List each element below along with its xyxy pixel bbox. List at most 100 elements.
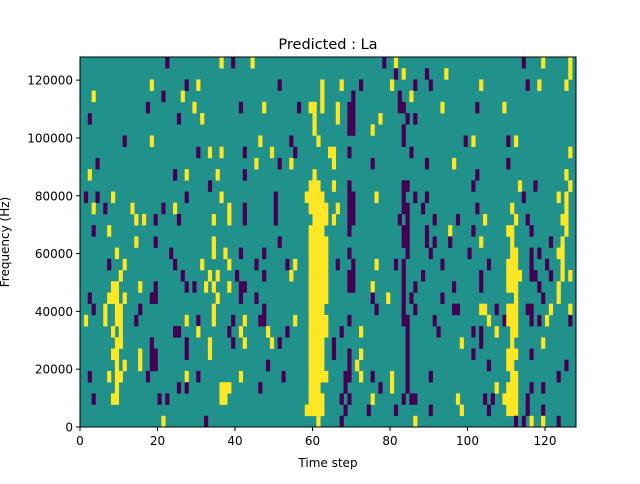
heatmap-cell-negative bbox=[529, 225, 534, 237]
heatmap-cell-negative bbox=[548, 270, 554, 282]
heatmap-cell-negative bbox=[424, 68, 430, 80]
heatmap-cell-positive bbox=[308, 382, 321, 394]
heatmap-cell-negative bbox=[401, 202, 410, 215]
heatmap-cell-positive bbox=[223, 247, 228, 260]
heatmap-cell-positive bbox=[130, 202, 135, 215]
heatmap-cell-positive bbox=[506, 382, 519, 394]
heatmap-cell-negative bbox=[471, 326, 476, 338]
heatmap-cell-negative bbox=[397, 90, 402, 103]
heatmap-cell-negative bbox=[347, 348, 352, 361]
heatmap-cell-negative bbox=[405, 213, 410, 226]
heatmap-cell-positive bbox=[510, 247, 519, 260]
heatmap-cell-positive bbox=[448, 225, 453, 237]
heatmap-cell-negative bbox=[258, 382, 263, 394]
heatmap-cell-positive bbox=[312, 113, 317, 125]
heatmap-cell-negative bbox=[405, 113, 410, 125]
heatmap-cell-positive bbox=[149, 135, 154, 147]
heatmap-cell-negative bbox=[486, 258, 492, 271]
heatmap-cell-positive bbox=[455, 393, 461, 405]
heatmap-cell-negative bbox=[452, 281, 457, 293]
heatmap-cell-negative bbox=[347, 281, 356, 293]
heatmap-cell-positive bbox=[211, 314, 216, 327]
heatmap-cell-positive bbox=[103, 314, 108, 327]
heatmap-cell-negative bbox=[347, 202, 356, 215]
heatmap-cell-positive bbox=[238, 370, 244, 383]
heatmap-cell-positive bbox=[479, 79, 484, 91]
heatmap-cell-positive bbox=[355, 359, 360, 372]
heatmap-cell-positive bbox=[331, 213, 337, 226]
heatmap-cell-positive bbox=[568, 270, 573, 282]
heatmap-cell-positive bbox=[142, 213, 147, 226]
heatmap-cell-positive bbox=[308, 314, 329, 327]
heatmap-cell-positive bbox=[293, 314, 298, 327]
heatmap-cell-negative bbox=[347, 213, 356, 226]
heatmap-cell-negative bbox=[405, 348, 410, 361]
heatmap-cell-negative bbox=[463, 135, 468, 147]
heatmap-cell-negative bbox=[95, 191, 100, 204]
heatmap-cell-positive bbox=[506, 314, 519, 327]
heatmap-cell-negative bbox=[165, 57, 170, 69]
heatmap-cell-negative bbox=[184, 79, 189, 91]
heatmap-cell-negative bbox=[273, 191, 278, 204]
heatmap-cell-negative bbox=[277, 236, 282, 248]
heatmap-cell-negative bbox=[153, 213, 158, 226]
heatmap-cell-negative bbox=[424, 225, 430, 237]
heatmap-cell-negative bbox=[339, 393, 344, 405]
heatmap-cell-positive bbox=[211, 236, 216, 248]
heatmap-cell-negative bbox=[87, 113, 92, 125]
heatmap-cell-positive bbox=[390, 79, 395, 91]
heatmap-cell-positive bbox=[211, 281, 216, 293]
heatmap-cell-negative bbox=[145, 101, 151, 114]
heatmap-cell-positive bbox=[107, 370, 112, 383]
heatmap-cell-negative bbox=[169, 247, 174, 260]
heatmap-cell-negative bbox=[95, 157, 100, 170]
heatmap-cell-negative bbox=[370, 292, 375, 304]
heatmap-cell-positive bbox=[479, 303, 488, 316]
heatmap-cell-positive bbox=[122, 359, 127, 372]
heatmap-cell-positive bbox=[560, 213, 569, 226]
x-tick-label: 60 bbox=[305, 434, 320, 448]
heatmap-cell-negative bbox=[238, 281, 247, 293]
heatmap-cell-positive bbox=[103, 303, 108, 316]
heatmap-cell-negative bbox=[401, 292, 406, 304]
heatmap-cell-negative bbox=[432, 236, 437, 248]
heatmap-cell-positive bbox=[564, 225, 569, 237]
heatmap-cell-positive bbox=[545, 314, 550, 327]
heatmap-cell-positive bbox=[196, 326, 201, 338]
heatmap-cell-negative bbox=[285, 258, 290, 271]
heatmap-cell-negative bbox=[525, 303, 534, 316]
heatmap-cell-negative bbox=[297, 101, 302, 114]
heatmap-cell-negative bbox=[262, 247, 267, 260]
x-tick-label: 120 bbox=[534, 434, 557, 448]
heatmap-cell-positive bbox=[254, 157, 259, 170]
heatmap-cell-negative bbox=[366, 404, 371, 417]
heatmap-cell-negative bbox=[545, 258, 550, 271]
heatmap-cell-negative bbox=[564, 359, 569, 372]
heatmap-cell-positive bbox=[401, 68, 406, 80]
heatmap-cell-positive bbox=[316, 415, 321, 428]
heatmap-cell-negative bbox=[176, 113, 182, 125]
heatmap-cell-positive bbox=[541, 415, 546, 428]
heatmap-cell-negative bbox=[440, 292, 445, 304]
heatmap-cell-negative bbox=[273, 202, 278, 215]
heatmap-cell-negative bbox=[184, 337, 189, 349]
heatmap-cell-positive bbox=[308, 101, 317, 114]
heatmap-cell-negative bbox=[506, 157, 511, 170]
heatmap-cell-negative bbox=[428, 79, 433, 91]
heatmap-cell-negative bbox=[529, 247, 534, 260]
heatmap-cell-negative bbox=[231, 57, 236, 69]
heatmap-cell-negative bbox=[331, 337, 337, 349]
heatmap-cell-negative bbox=[161, 202, 166, 215]
y-tick-label: 120000 bbox=[27, 74, 73, 88]
heatmap-cell-positive bbox=[250, 57, 255, 69]
heatmap-cell-negative bbox=[537, 281, 542, 293]
heatmap-cell-positive bbox=[219, 191, 224, 204]
heatmap-cell-negative bbox=[479, 326, 484, 338]
heatmap-cell-negative bbox=[242, 202, 247, 215]
heatmap-cell-positive bbox=[122, 292, 127, 304]
heatmap-cell-positive bbox=[211, 247, 216, 260]
heatmap-cell-negative bbox=[289, 135, 294, 147]
heatmap-cell-negative bbox=[541, 404, 546, 417]
x-axis-label: Time step bbox=[297, 456, 357, 470]
heatmap-cell-negative bbox=[452, 303, 461, 316]
